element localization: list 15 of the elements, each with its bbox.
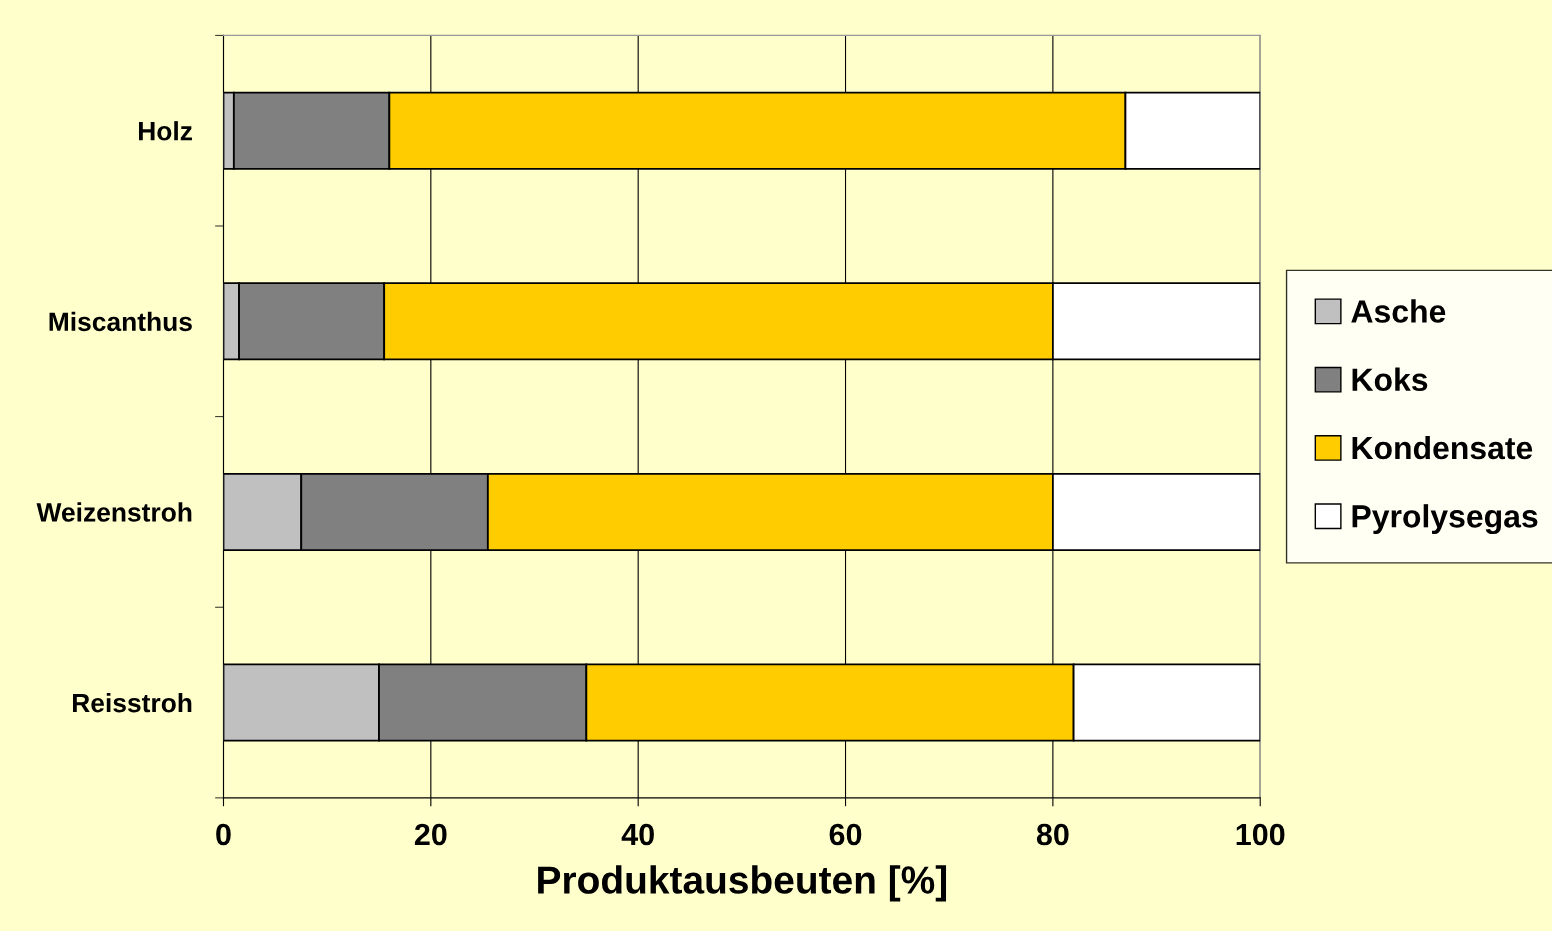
- legend-label: Koks: [1352, 367, 1428, 392]
- y-tick-label: Weizenstroh: [36, 502, 192, 522]
- x-tick-label: 100: [1236, 823, 1285, 846]
- legend-label: Pyrolysegas: [1352, 504, 1538, 535]
- x-tick-label: 0: [216, 823, 231, 846]
- x-tick-label: 80: [1036, 823, 1069, 846]
- y-tick-label: Holz: [139, 121, 192, 141]
- y-tick-label: Reisstroh: [72, 692, 192, 713]
- legend-label: Asche: [1351, 299, 1446, 323]
- x-axis-title: Produktausbeuten [%]: [538, 865, 947, 902]
- x-tick-label: 20: [414, 823, 447, 846]
- y-tick-label: Miscanthus: [49, 311, 192, 332]
- x-tick-label: 40: [621, 823, 654, 846]
- legend-label: Kondensate: [1352, 435, 1533, 460]
- x-tick-label: 60: [829, 823, 862, 846]
